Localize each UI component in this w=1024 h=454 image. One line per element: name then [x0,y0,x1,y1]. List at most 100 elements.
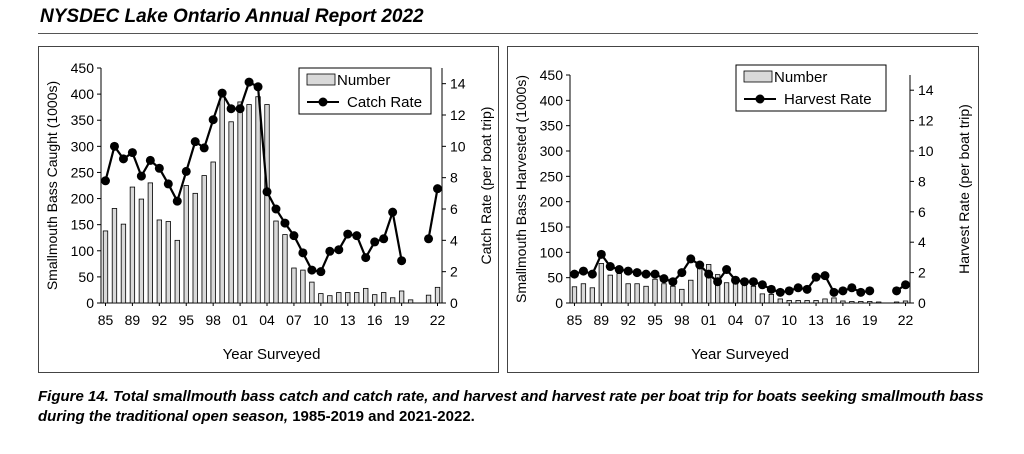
bar [309,281,315,304]
legend-bar-swatch [306,73,336,86]
bar [688,279,694,304]
bar [246,104,252,304]
rate-point [352,231,362,241]
y-left-tick-label: 450 [540,67,564,83]
y-right-tick-label: 6 [450,201,458,217]
rate-point [217,88,227,98]
bar [291,267,297,304]
y-left-tick-label: 0 [86,295,94,311]
rate-point [118,154,128,164]
x-tick-label: 16 [835,312,851,328]
rate-point [632,268,642,278]
caption-text: Figure 14. Total smallmouth bass catch a… [38,388,984,425]
y-axis-right-label: Harvest Rate (per boat trip) [956,104,972,274]
x-tick-label: 85 [567,312,583,328]
rate-point [334,245,344,255]
rate-point [370,237,380,247]
bar [407,299,414,304]
bar [201,175,207,304]
bar [777,298,783,304]
header-rule [38,33,978,34]
x-tick-label: 92 [152,312,168,328]
rate-line [574,252,870,294]
bar [571,286,578,304]
y-right-tick-label: 8 [918,173,926,189]
x-tick-label: 13 [808,312,824,328]
rate-point [641,269,651,279]
rate-point [397,256,407,266]
rate-point [190,137,200,147]
bar [723,282,730,304]
rate-point [856,287,866,297]
rate-point [775,287,785,297]
bar [255,96,261,304]
y-right-tick-label: 10 [450,138,466,154]
bar [381,292,387,304]
x-tick-label: 13 [340,312,356,328]
y-axis-left-label: Smallmouth Bass Harvested (1000s) [513,75,529,303]
rate-point [784,286,794,296]
y-right-tick-label: 14 [918,82,934,98]
rate-point [901,280,911,290]
rate-point [154,163,164,173]
y-left-tick-label: 250 [540,168,564,184]
y-left-tick-label: 200 [71,191,95,207]
bar [210,161,216,304]
rate-line [104,80,403,273]
rate-point [253,82,263,92]
y-right-tick-label: 6 [918,204,926,220]
bar [354,292,360,304]
y-left-tick-label: 150 [540,219,564,235]
y-axis-left-label: Smallmouth Bass Caught (1000s) [44,81,60,290]
rate-point [659,274,669,284]
bar [813,300,819,304]
legend-bar-swatch [743,70,773,83]
bar [607,274,613,304]
rate-point [820,271,830,281]
bar [679,288,685,304]
legend-bar-label: Number [774,69,827,86]
rate-point [316,267,326,277]
rate-point [235,104,245,114]
x-axis-label: Year Surveyed [691,346,789,363]
bar [300,269,306,304]
rate-line [427,188,439,239]
bar [237,101,243,304]
rate-point [605,262,615,272]
x-tick-label: 04 [259,312,275,328]
bar [192,192,198,304]
legend-box [298,67,432,115]
bar [228,121,234,304]
rate-point [181,166,191,176]
y-left-tick-label: 0 [555,295,563,311]
rate-point [686,254,696,264]
y-right-tick-label: 4 [918,234,926,250]
legend-line-marker [318,97,328,107]
x-tick-label: 19 [862,312,878,328]
bar [893,301,900,304]
rate-point [307,265,317,275]
bar [598,263,604,304]
y-right-tick-label: 12 [918,113,934,129]
x-tick-label: 89 [125,312,141,328]
x-tick-label: 01 [232,312,248,328]
x-tick-label: 22 [898,312,914,328]
bar [111,208,118,304]
y-axis-right-label: Catch Rate (per boat trip) [478,107,494,265]
rate-point [145,155,155,165]
rate-point [739,277,749,287]
y-left-tick-label: 400 [540,92,564,108]
bar [768,293,774,304]
bar [282,234,288,304]
bar [327,295,333,304]
bar [147,182,153,304]
x-tick-label: 98 [205,312,221,328]
bar [670,285,676,304]
rate-point [838,286,848,296]
bar [902,300,909,304]
rate-point [262,187,272,197]
x-tick-label: 10 [313,312,329,328]
bar [795,300,801,304]
bar [434,286,441,304]
report-header: NYSDEC Lake Ontario Annual Report 2022 [40,6,424,27]
